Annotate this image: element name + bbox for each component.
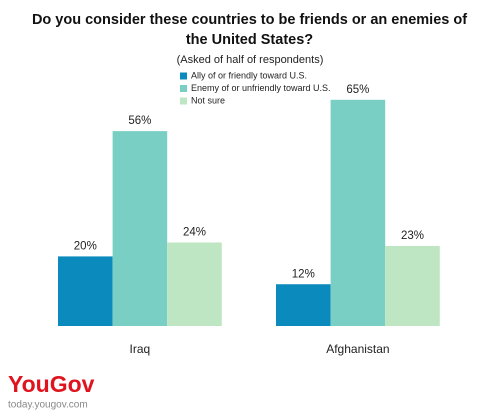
bar <box>385 245 440 326</box>
x-tick-label: Iraq <box>130 342 151 356</box>
legend-label: Not sure <box>191 95 225 105</box>
value-label: 12% <box>292 268 315 280</box>
bar <box>330 99 386 326</box>
value-label: 20% <box>74 240 97 252</box>
legend-swatch <box>180 85 187 92</box>
legend-label: Ally of or friendly toward U.S. <box>191 70 307 80</box>
bar <box>112 131 168 326</box>
value-label: 65% <box>346 84 369 96</box>
x-tick-label: Afghanistan <box>326 342 389 356</box>
bar <box>58 256 113 326</box>
value-label: 23% <box>401 230 424 242</box>
chart-subtitle: (Asked of half of respondents) <box>177 54 324 66</box>
value-label: 56% <box>128 115 151 127</box>
value-label: 24% <box>183 227 206 239</box>
bar <box>167 242 222 326</box>
legend-swatch <box>180 72 187 80</box>
logo-url: today.yougov.com <box>8 400 88 411</box>
legend-label: Enemy of or unfriendly toward U.S. <box>191 83 331 93</box>
legend-swatch <box>180 97 187 105</box>
chart-title: Do you consider these countries to be fr… <box>31 12 468 48</box>
bar <box>276 284 331 326</box>
logo: YouGov <box>8 371 95 397</box>
